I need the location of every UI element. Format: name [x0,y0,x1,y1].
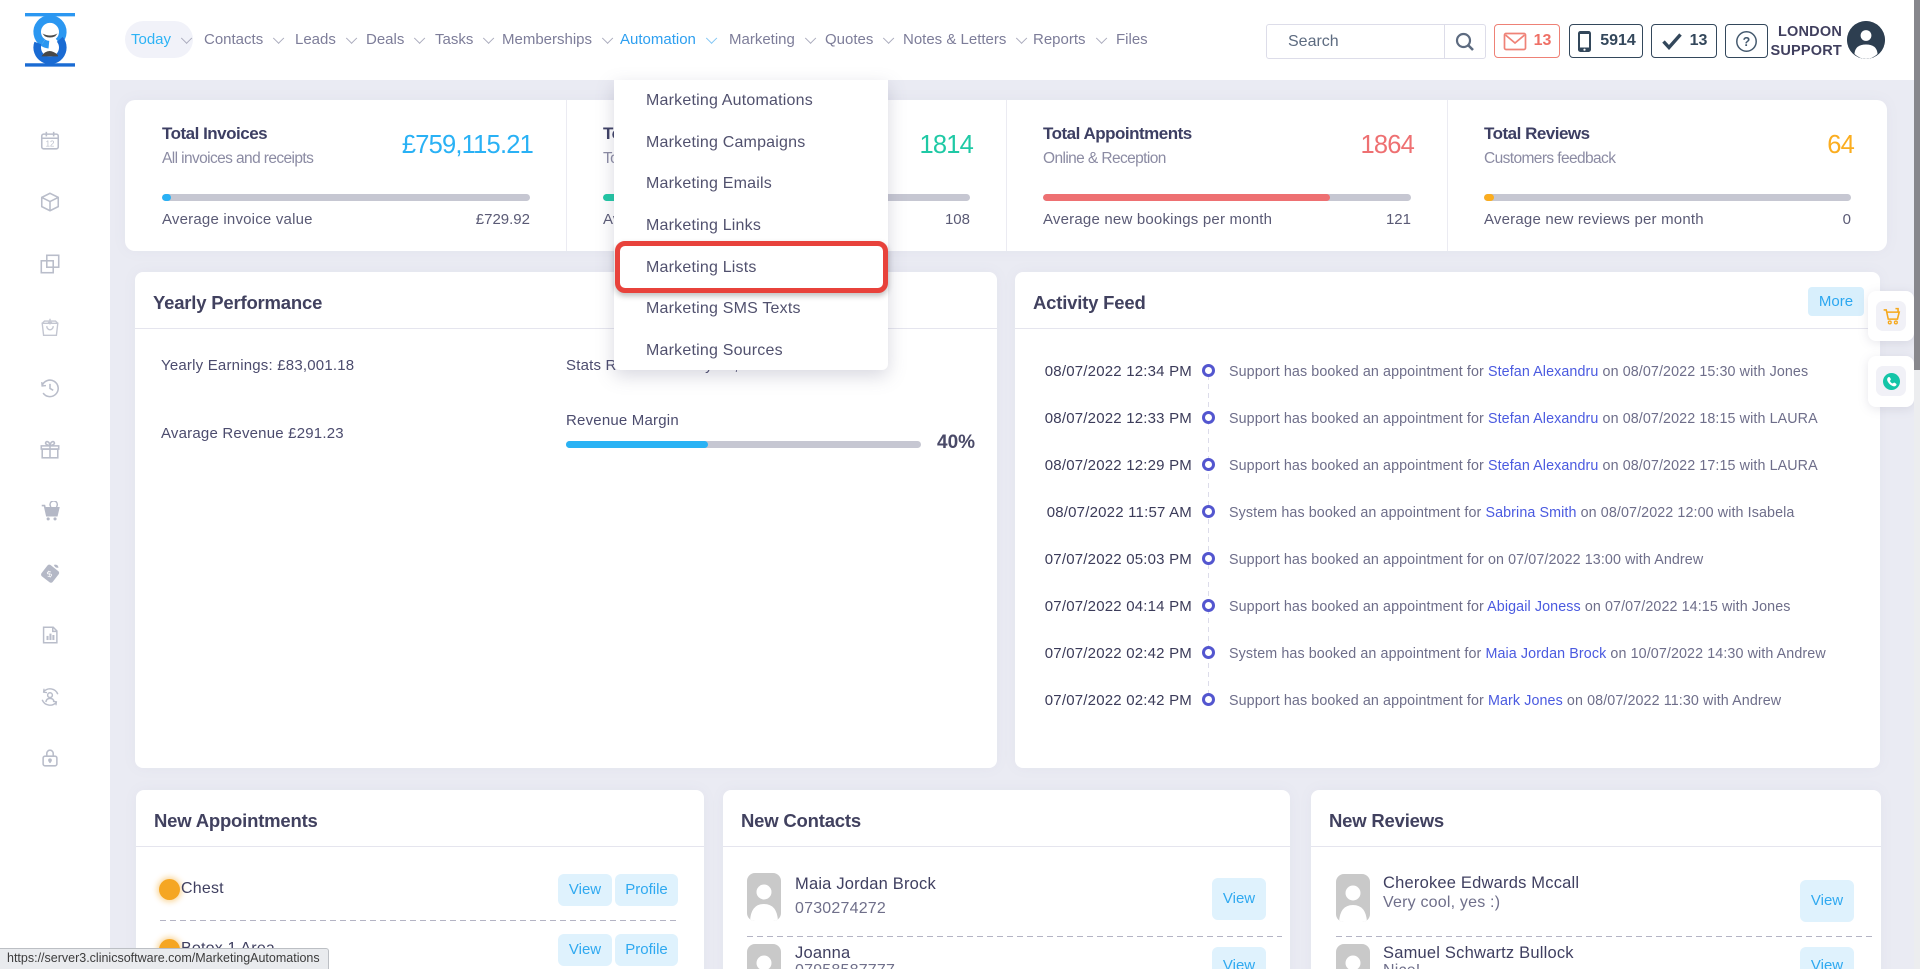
svg-text:12: 12 [46,140,55,149]
svg-text:?: ? [1743,35,1751,49]
svg-text:$: $ [46,569,53,580]
